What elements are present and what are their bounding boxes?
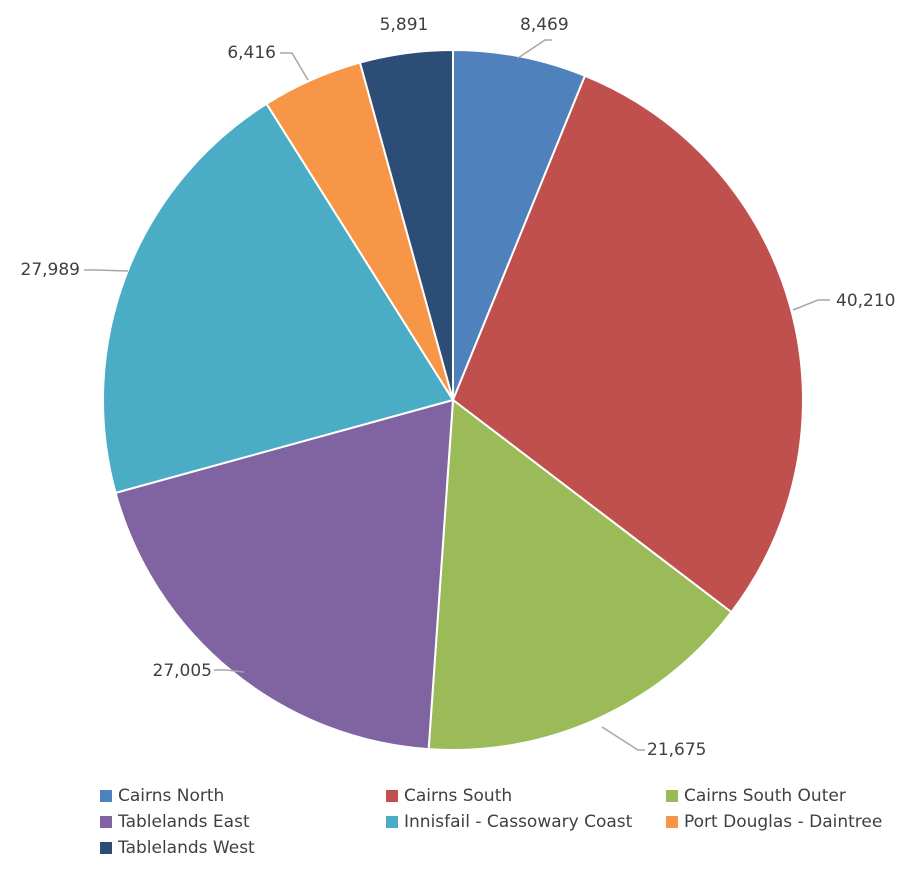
- slice-innisfail-cassowary-coast: [102, 102, 455, 495]
- legend-label: Tablelands West: [118, 838, 255, 858]
- data-label: 27,989: [21, 260, 80, 280]
- slice-cairns-south-outer: [427, 398, 733, 751]
- pie-slices: [102, 48, 804, 751]
- legend-item: Innisfail - Cassowary Coast: [386, 812, 632, 832]
- legend-label: Port Douglas - Daintree: [684, 812, 883, 832]
- data-label: 27,005: [153, 661, 212, 681]
- data-labels: 8,469 40,210 21,675 27,005 27,989 6,416 5,891: [21, 15, 896, 760]
- legend-label: Tablelands East: [118, 812, 250, 832]
- legend-label: Cairns South: [404, 786, 513, 806]
- legend-item: Cairns South Outer: [666, 786, 846, 806]
- data-label: 40,210: [836, 291, 895, 311]
- legend-item: Cairns North: [100, 786, 224, 806]
- leader-line: [84, 269, 129, 272]
- legend-swatch: [666, 816, 678, 828]
- legend-swatch: [100, 790, 112, 802]
- legend-item: Port Douglas - Daintree: [666, 812, 882, 832]
- data-label: 6,416: [227, 43, 276, 63]
- leader-line: [601, 726, 645, 751]
- slice-cairns-south: [451, 74, 804, 614]
- legend-swatch: [666, 790, 678, 802]
- data-label: 21,675: [647, 740, 706, 760]
- legend-swatch: [386, 790, 398, 802]
- data-label: 5,891: [380, 15, 429, 35]
- legend-item: Tablelands East: [100, 812, 250, 832]
- legend-swatch: [100, 816, 112, 828]
- legend-swatch: [386, 816, 398, 828]
- leader-line: [280, 52, 309, 81]
- legend-label: Innisfail - Cassowary Coast: [404, 812, 633, 832]
- leader-line: [214, 669, 245, 673]
- leader-line: [792, 299, 830, 311]
- legend-label: Cairns South Outer: [684, 786, 846, 806]
- data-label: 8,469: [520, 15, 569, 35]
- legend-swatch: [100, 842, 112, 854]
- legend-label: Cairns North: [118, 786, 225, 806]
- leader-line: [517, 39, 552, 59]
- legend-item: Cairns South: [386, 786, 512, 806]
- slice-tablelands-west: [358, 48, 454, 401]
- legend-item: Tablelands West: [100, 838, 255, 858]
- leader-lines: [84, 39, 830, 751]
- pie-chart: 8,469 40,210 21,675 27,005 27,989 6,416 5,891: [21, 15, 896, 760]
